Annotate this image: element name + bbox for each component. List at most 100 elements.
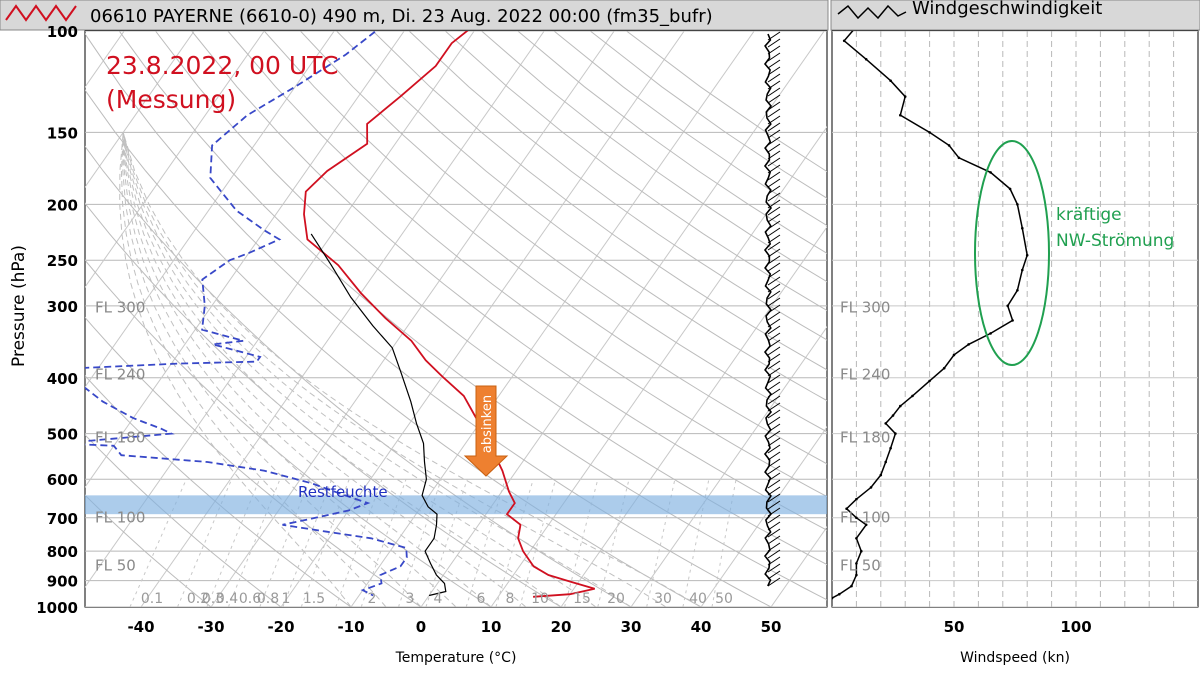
windspeed-flight-level-label: FL 240 — [840, 365, 890, 383]
flight-level-label: FL 100 — [95, 509, 145, 527]
subsidence-label: absinken — [480, 395, 495, 453]
windspeed-point — [892, 414, 895, 417]
x-tick-label: 0 — [416, 618, 426, 636]
windspeed-point — [928, 131, 931, 134]
windspeed-point — [989, 171, 992, 174]
mixing-ratio-label: 15 — [573, 591, 591, 607]
windspeed-point — [911, 395, 914, 398]
x-tick-label: -40 — [127, 618, 154, 636]
windspeed-point — [1021, 227, 1024, 230]
windspeed-point — [1026, 254, 1029, 257]
jet-annotation-line1: kräftige — [1056, 205, 1122, 225]
flight-level-label: FL 240 — [95, 365, 145, 383]
windspeed-point — [843, 40, 846, 43]
mixing-ratio-label: 8 — [506, 591, 515, 607]
left-title-bar: 06610 PAYERNE (6610-0) 490 m, Di. 23 Aug… — [0, 0, 828, 30]
mixing-ratio-label: 40 — [689, 591, 707, 607]
windspeed-point — [953, 354, 956, 357]
windspeed-title: Windgeschwindigkeit — [912, 0, 1102, 19]
mixing-ratio-label: 30 — [654, 591, 672, 607]
y-tick-label: 700 — [47, 510, 78, 528]
windspeed-flight-level-label: FL 300 — [840, 299, 890, 317]
mixing-ratio-label: 50 — [715, 591, 733, 607]
sounding-title: 06610 PAYERNE (6610-0) 490 m, Di. 23 Aug… — [90, 6, 713, 27]
x-tick-label: 30 — [621, 618, 642, 636]
windspeed-axis-title: Windspeed (kn) — [960, 650, 1070, 666]
moisture-band — [85, 495, 827, 514]
windspeed-point — [884, 422, 887, 425]
y-axis-title: Pressure (hPa) — [9, 245, 29, 367]
x-tick-label: 20 — [551, 618, 572, 636]
windspeed-point — [989, 332, 992, 335]
y-tick-label: 1000 — [36, 599, 78, 617]
windspeed-point — [899, 114, 902, 117]
y-tick-label: 300 — [47, 298, 78, 316]
windspeed-point — [850, 585, 853, 588]
windspeed-point — [948, 144, 951, 147]
y-tick-label: 250 — [47, 252, 78, 270]
mixing-ratio-label: 3 — [406, 591, 415, 607]
mixing-ratio-label: 1 — [282, 591, 291, 607]
moisture-band-label: Restfeuchte — [298, 483, 388, 501]
windspeed-point — [967, 343, 970, 346]
annotation-source: (Messung) — [106, 85, 236, 114]
moisture-band-layer — [85, 495, 827, 514]
jet-annotation-line2: NW-Strömung — [1056, 231, 1174, 251]
flight-level-label: FL 300 — [95, 299, 145, 317]
x-tick-label: -10 — [337, 618, 364, 636]
x-tick-label: 10 — [481, 618, 502, 636]
windspeed-flight-level-label: FL 180 — [840, 429, 890, 447]
windspeed-point — [865, 58, 868, 61]
flight-level-label: FL 50 — [95, 556, 136, 574]
windspeed-flight-level-label: FL 50 — [840, 556, 881, 574]
y-tick-label: 500 — [47, 426, 78, 444]
right-title-bar: Windgeschwindigkeit — [831, 0, 1200, 30]
mixing-ratio-label: 10 — [531, 591, 549, 607]
windspeed-point — [1006, 305, 1009, 308]
windspeed-point — [1011, 319, 1014, 322]
y-tick-label: 150 — [47, 124, 78, 142]
windspeed-point — [880, 474, 883, 477]
annotation-date: 23.8.2022, 00 UTC — [106, 51, 338, 80]
windspeed-point — [884, 461, 887, 464]
left-plot-frame — [85, 31, 827, 607]
windspeed-point — [855, 537, 858, 540]
windspeed-point — [958, 157, 961, 160]
y-tick-label: 100 — [47, 23, 78, 41]
windspeed-point — [943, 367, 946, 370]
windspeed-point — [894, 432, 897, 435]
windspeed-point — [855, 498, 858, 501]
y-tick-label: 800 — [47, 543, 78, 561]
windspeed-flight-level-label: FL 100 — [840, 509, 890, 527]
windspeed-point — [860, 550, 863, 553]
mixing-ratio-label: 20 — [607, 591, 625, 607]
x-tick-label: -30 — [197, 618, 224, 636]
mixing-ratio-label: 6 — [477, 591, 486, 607]
x-axis-title: Temperature (°C) — [395, 650, 517, 666]
mixing-ratio-label: 2 — [368, 591, 377, 607]
windspeed-tick-label: 50 — [944, 618, 965, 636]
windspeed-point — [831, 597, 834, 600]
mixing-ratio-label: 0.4 — [216, 591, 238, 607]
y-tick-label: 200 — [47, 196, 78, 214]
y-tick-label: 600 — [47, 471, 78, 489]
x-tick-label: 40 — [691, 618, 712, 636]
windspeed-point — [1021, 269, 1024, 272]
x-tick-label: 50 — [761, 618, 782, 636]
mixing-ratio-label: 0.8 — [257, 591, 279, 607]
mixing-ratio-label: 1.5 — [303, 591, 325, 607]
windspeed-point — [870, 486, 873, 489]
mixing-ratio-label: 4 — [434, 591, 443, 607]
windspeed-point — [889, 447, 892, 450]
y-tick-label: 900 — [47, 573, 78, 591]
flight-level-label: FL 180 — [95, 429, 145, 447]
windspeed-point — [889, 79, 892, 82]
windspeed-point — [904, 95, 907, 98]
y-tick-label: 400 — [47, 370, 78, 388]
windspeed-tick-label: 100 — [1060, 618, 1091, 636]
windspeed-point — [838, 593, 841, 596]
mixing-ratio-label: 0.1 — [141, 591, 163, 607]
windspeed-point — [928, 380, 931, 383]
x-tick-label: -20 — [267, 618, 294, 636]
